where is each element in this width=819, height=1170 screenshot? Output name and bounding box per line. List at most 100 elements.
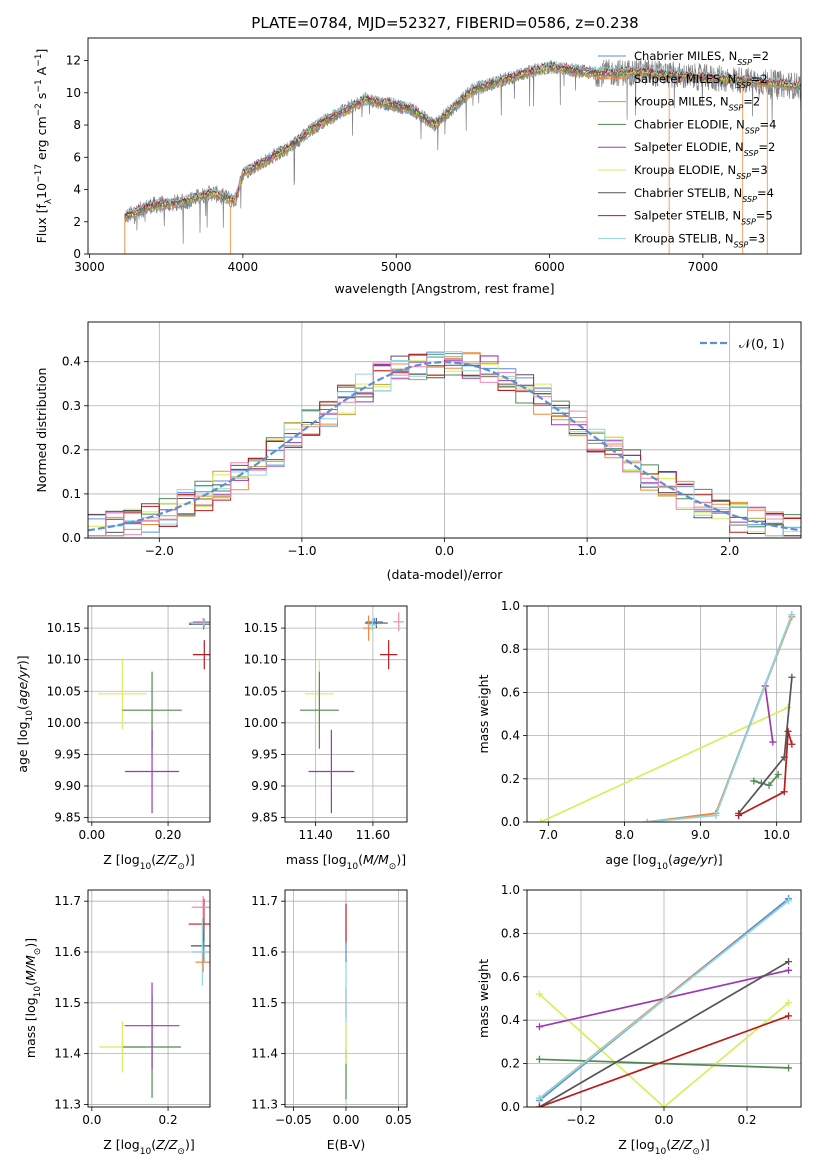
point-kroupa_elodie: [97, 658, 147, 730]
x-tick-label: 1.0: [578, 544, 597, 558]
y-tick-label: 0.0: [501, 815, 520, 829]
plot-area-weight_vs_age: [537, 611, 796, 822]
x-tick-label: −2.0: [145, 544, 174, 558]
spectrum-xlabel: wavelength [Angstrom, rest frame]: [334, 281, 554, 296]
y-tick-label: 11.3: [54, 1097, 81, 1111]
x-tick-label: 0.05: [385, 1113, 412, 1127]
axes-frame: [284, 605, 408, 823]
y-tick-label: 9.90: [54, 779, 81, 793]
axes-mass_vs_ebv: −0.05 0.00 0.05 11.3 11.4 11.5 11.6 11.7 E(B-V): [251, 889, 412, 1152]
weight-marker-kroupa_stelib: [788, 611, 796, 619]
weight-marker-kroupa_stelib: [712, 812, 720, 820]
age-axis-label: age [log10(age/yr)]: [605, 852, 722, 872]
plot-area-spectrum: [124, 58, 801, 254]
y-tick-label: 10.10: [244, 653, 278, 667]
axes-weight_vs_Z: −0.2 0.0 0.2 0.0 0.2 0.4 0.6 0.8 1.0 mass weight Z…: [476, 883, 802, 1157]
weight-line-chabrier_stelib: [539, 960, 789, 1107]
y-tick-label: 1.0: [501, 599, 520, 613]
axes-frame: [87, 605, 211, 823]
y-tick-label: 0.8: [501, 926, 520, 940]
point-salpeter_elodie: [308, 729, 355, 814]
legend-label-chabrier_miles: Chabrier MILES, NSSP=2: [634, 49, 769, 67]
point-kroupa_stelib: [367, 618, 378, 632]
y-tick-label: 0.4: [62, 355, 81, 369]
model-line-chabrier_stelib: [124, 62, 801, 217]
point-pink: [393, 612, 404, 632]
residuals-xlabel: (data-model)/error: [387, 567, 504, 582]
weight-line-kroupa_stelib: [538, 900, 790, 1099]
y-tick-label: 9.85: [251, 811, 278, 825]
legend-label-kroupa_elodie: Kroupa ELODIE, NSSP=3: [634, 163, 768, 181]
y-tick-label: 12: [66, 54, 81, 68]
y-tick-label: 0.2: [501, 772, 520, 786]
point-salpeter_elodie: [124, 982, 180, 1069]
weight-marker-salpeter_stelib: [784, 727, 792, 735]
x-tick-label: 11.40: [298, 828, 332, 842]
weight-marker-chabrier_stelib: [785, 958, 793, 966]
y-tick-label: 11.7: [54, 894, 81, 908]
weight-marker-kroupa_elodie: [535, 990, 543, 998]
weight-marker-kroupa_elodie: [785, 999, 793, 1007]
spectrum-ylabel: Flux [fλ10−17 erg cm−2 s−1 A−1]: [34, 49, 54, 244]
legend-label-chabrier_stelib: Chabrier STELIB, NSSP=4: [634, 186, 774, 204]
weight-line-chabrier_elodie: [753, 773, 779, 787]
x-tick-label: 0.2: [159, 1113, 178, 1127]
weight-marker-salpeter_stelib: [785, 1012, 793, 1020]
axes-mass_vs_Z: 0.0 0.2 11.3 11.4 11.5 11.6 11.7 Z [log10(Z/Z⊙)…: [23, 889, 211, 1157]
y-tick-label: 11.4: [251, 1047, 278, 1061]
age-axis-label: age [log10(age/yr)]: [15, 655, 35, 772]
y-tick-label: 8: [73, 118, 81, 132]
y-tick-label: 10.05: [244, 684, 278, 698]
y-tick-label: 9.85: [54, 811, 81, 825]
weight-marker-kroupa_stelib: [785, 897, 793, 905]
legend-label-kroupa_stelib: Kroupa STELIB, NSSP=3: [634, 231, 765, 249]
weight-line-kroupa_elodie: [538, 993, 790, 1107]
model-line-chabrier_miles: [124, 68, 801, 223]
y-tick-label: 9.95: [251, 747, 278, 761]
y-tick-label: 11.4: [54, 1047, 81, 1061]
point-kroupa_stelib: [192, 918, 210, 986]
y-tick-label: 4: [73, 183, 81, 197]
x-tick-label: 3000: [74, 260, 105, 274]
x-tick-label: 4000: [228, 260, 259, 274]
y-tick-label: 0.4: [501, 729, 520, 743]
y-tick-label: 10.00: [244, 716, 278, 730]
z-axis-label: Z [log10(Z/Z⊙)]: [103, 852, 194, 872]
weight-line-kroupa_elodie: [540, 706, 789, 822]
x-tick-label: −0.2: [566, 1113, 595, 1127]
y-tick-label: 0.0: [62, 531, 81, 545]
mass-axis-label: mass [log10(M/M⊙)]: [23, 938, 43, 1058]
weight-ylabel: mass weight: [476, 959, 491, 1038]
plot-area-age_vs_mass: [299, 612, 404, 814]
x-tick-label: 8.0: [615, 828, 634, 842]
model-line-kroupa_stelib: [124, 61, 801, 213]
x-tick-label: 7000: [688, 260, 719, 274]
figure-title: PLATE=0784, MJD=52327, FIBERID=0586, z=0…: [251, 14, 638, 32]
y-tick-label: 11.5: [251, 996, 278, 1010]
y-tick-label: 6: [73, 150, 81, 164]
x-tick-label: 11.60: [356, 828, 390, 842]
legend-label-chabrier_elodie: Chabrier ELODIE, NSSP=4: [634, 117, 776, 135]
y-tick-label: 9.90: [251, 779, 278, 793]
point-salpeter_stelib: [380, 640, 398, 670]
point-salpeter_elodie: [124, 729, 180, 814]
weight-line-salpeter_stelib: [738, 731, 793, 817]
weight-marker-kroupa_elodie: [537, 818, 545, 822]
y-tick-label: 0.6: [501, 970, 520, 984]
normal-curve: [88, 360, 801, 532]
weight-marker-chabrier_elodie: [785, 1064, 793, 1072]
axes-frame: [87, 37, 802, 255]
weight-marker-salpeter_stelib: [788, 740, 796, 748]
histogram-kroupa_stelib: [88, 351, 801, 537]
weight-line-salpeter_elodie: [764, 685, 774, 743]
x-tick-label: 0.0: [654, 1113, 673, 1127]
weight-marker-salpeter_stelib: [780, 788, 788, 796]
y-tick-label: 0.1: [62, 487, 81, 501]
weight-marker-salpeter_elodie: [535, 1023, 543, 1031]
axes-age_vs_mass: 11.40 11.60 9.85 9.90 9.95 10.00 10.05 10.10 10.…: [244, 605, 408, 872]
y-tick-label: 0.8: [501, 642, 520, 656]
weight-marker-kroupa_elodie: [660, 1103, 668, 1107]
spectrum-legend: Chabrier MILES, NSSP=2 Salpeter MILES, NS…: [598, 49, 776, 249]
legend-label-salpeter_stelib: Salpeter STELIB, NSSP=5: [634, 209, 773, 227]
axes-age_vs_Z: 0.00 0.20 9.85 9.90 9.95 10.00 10.05 10.10 10.15…: [15, 605, 211, 872]
